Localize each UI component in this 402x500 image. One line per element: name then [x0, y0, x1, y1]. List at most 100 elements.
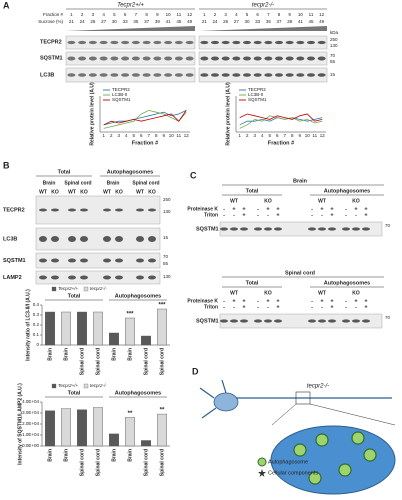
x-tick-label: 7: [147, 133, 150, 138]
blot-band: [232, 40, 241, 45]
blot-band: [232, 56, 241, 61]
kda-label: 55: [330, 59, 336, 64]
treatment-sign: -: [257, 304, 259, 310]
x-tick-label: 12: [184, 133, 190, 138]
blot-band: [39, 258, 47, 263]
treatment-sign: -: [321, 212, 323, 218]
blot-band: [78, 56, 87, 61]
tissue-label: Spinal cord: [64, 180, 91, 186]
x-tick-label: Spinal cord: [95, 449, 101, 476]
blot-band: [243, 40, 251, 45]
blot-band: [67, 56, 76, 61]
neuron-processes: [199, 379, 392, 419]
x-tick-label: 2: [110, 133, 113, 138]
blot-band: [99, 40, 108, 45]
bar: [140, 335, 151, 346]
sucrose-percent: 33: [123, 19, 129, 24]
blot-band: [103, 208, 111, 212]
blot-band: [254, 227, 262, 231]
sucrose-percent: 27: [101, 19, 107, 24]
treatment-sign: -: [223, 304, 225, 310]
treatment-sign: -: [345, 206, 347, 212]
x-tick-label: Brain: [111, 449, 117, 462]
treatment-label: Triton: [204, 212, 218, 218]
treatment-sign: +: [364, 304, 367, 310]
blot-band: [67, 73, 76, 77]
panel-label: C: [190, 170, 197, 180]
blot-band: [121, 73, 130, 77]
fraction-number: 12: [187, 12, 193, 17]
kda-label: 130: [330, 43, 338, 48]
treatment-sign: +: [364, 298, 367, 304]
genotype-label: WT: [230, 198, 238, 204]
gradient-wedge: [199, 26, 327, 31]
blot-band: [39, 236, 47, 242]
y-tick-label: 0.3: [33, 312, 40, 317]
blot-band: [253, 56, 262, 61]
fraction-number: 6: [256, 12, 259, 17]
bar: [156, 413, 167, 447]
blot-band: [328, 227, 336, 231]
legend-autophagosome-icon: [257, 457, 267, 467]
blot-band: [317, 73, 326, 77]
sucrose-percent: 41: [298, 19, 304, 24]
x-tick-label: Spinal cord: [143, 348, 149, 375]
treatment-sign: -: [311, 206, 313, 212]
lane-label: WT: [136, 189, 144, 195]
blot-label: LC3B: [3, 236, 17, 242]
blot-band: [342, 227, 350, 231]
blot-band: [174, 40, 183, 45]
blot-label: SQSTM1: [196, 318, 219, 324]
legend-swatch: [83, 286, 89, 292]
blot-label: TECPR2: [40, 39, 62, 45]
group-label: Total: [68, 390, 81, 396]
treatment-sign: +: [276, 206, 279, 212]
blot-band: [264, 319, 272, 323]
tissue-label: Spinal cord: [132, 180, 159, 186]
blot-band: [308, 227, 316, 231]
blot-band: [51, 236, 59, 242]
group-label: Total: [68, 293, 81, 299]
blot-band: [185, 56, 194, 61]
blot-band: [164, 73, 173, 77]
legend-label: Tecpr2+/+: [58, 383, 78, 388]
blot-band: [68, 236, 76, 242]
blot-band: [142, 40, 151, 45]
sucrose-percent: 21: [69, 19, 75, 24]
treatment-sign: +: [242, 212, 245, 218]
blot-band: [352, 319, 360, 323]
fraction-number: 10: [166, 12, 172, 17]
fraction-number: 9: [156, 12, 159, 17]
treatment-sign: +: [276, 212, 279, 218]
genotype-label: KO: [352, 290, 360, 296]
tissue-label: Spinal cord: [285, 270, 315, 276]
blot-band: [68, 275, 76, 280]
blot-band: [317, 56, 326, 61]
group-label: Autophagosomes: [324, 280, 370, 286]
legend-label: TECPR2: [112, 87, 130, 92]
fraction-number: 11: [309, 12, 314, 17]
blot-band: [148, 236, 156, 242]
bar: [108, 433, 119, 447]
treatment-sign: -: [355, 212, 357, 218]
blot-band: [80, 258, 88, 263]
y-tick-label: 0.1: [33, 332, 40, 337]
blot-band: [200, 73, 209, 77]
blot-band: [221, 73, 230, 77]
zoom-box: [295, 391, 311, 405]
y-tick-label: 0.0E+00: [22, 443, 39, 448]
treatment-sign: +: [330, 304, 333, 310]
blot-band: [88, 56, 97, 61]
x-tick-label: 6: [140, 133, 143, 138]
x-tick-label: Spinal cord: [79, 449, 85, 476]
blot-band: [275, 56, 283, 61]
blot-band: [328, 319, 336, 323]
group-label: Total: [58, 169, 71, 175]
blot: [35, 227, 161, 251]
blot-band: [136, 275, 144, 280]
treatment-sign: -: [345, 298, 347, 304]
treatment-sign: -: [345, 304, 347, 310]
y-tick-label: 4.0E+04: [22, 399, 39, 404]
bar: [76, 311, 87, 346]
y-axis-label: Intensity of SQSTM1/LAMP2 (A.U.): [17, 383, 23, 465]
